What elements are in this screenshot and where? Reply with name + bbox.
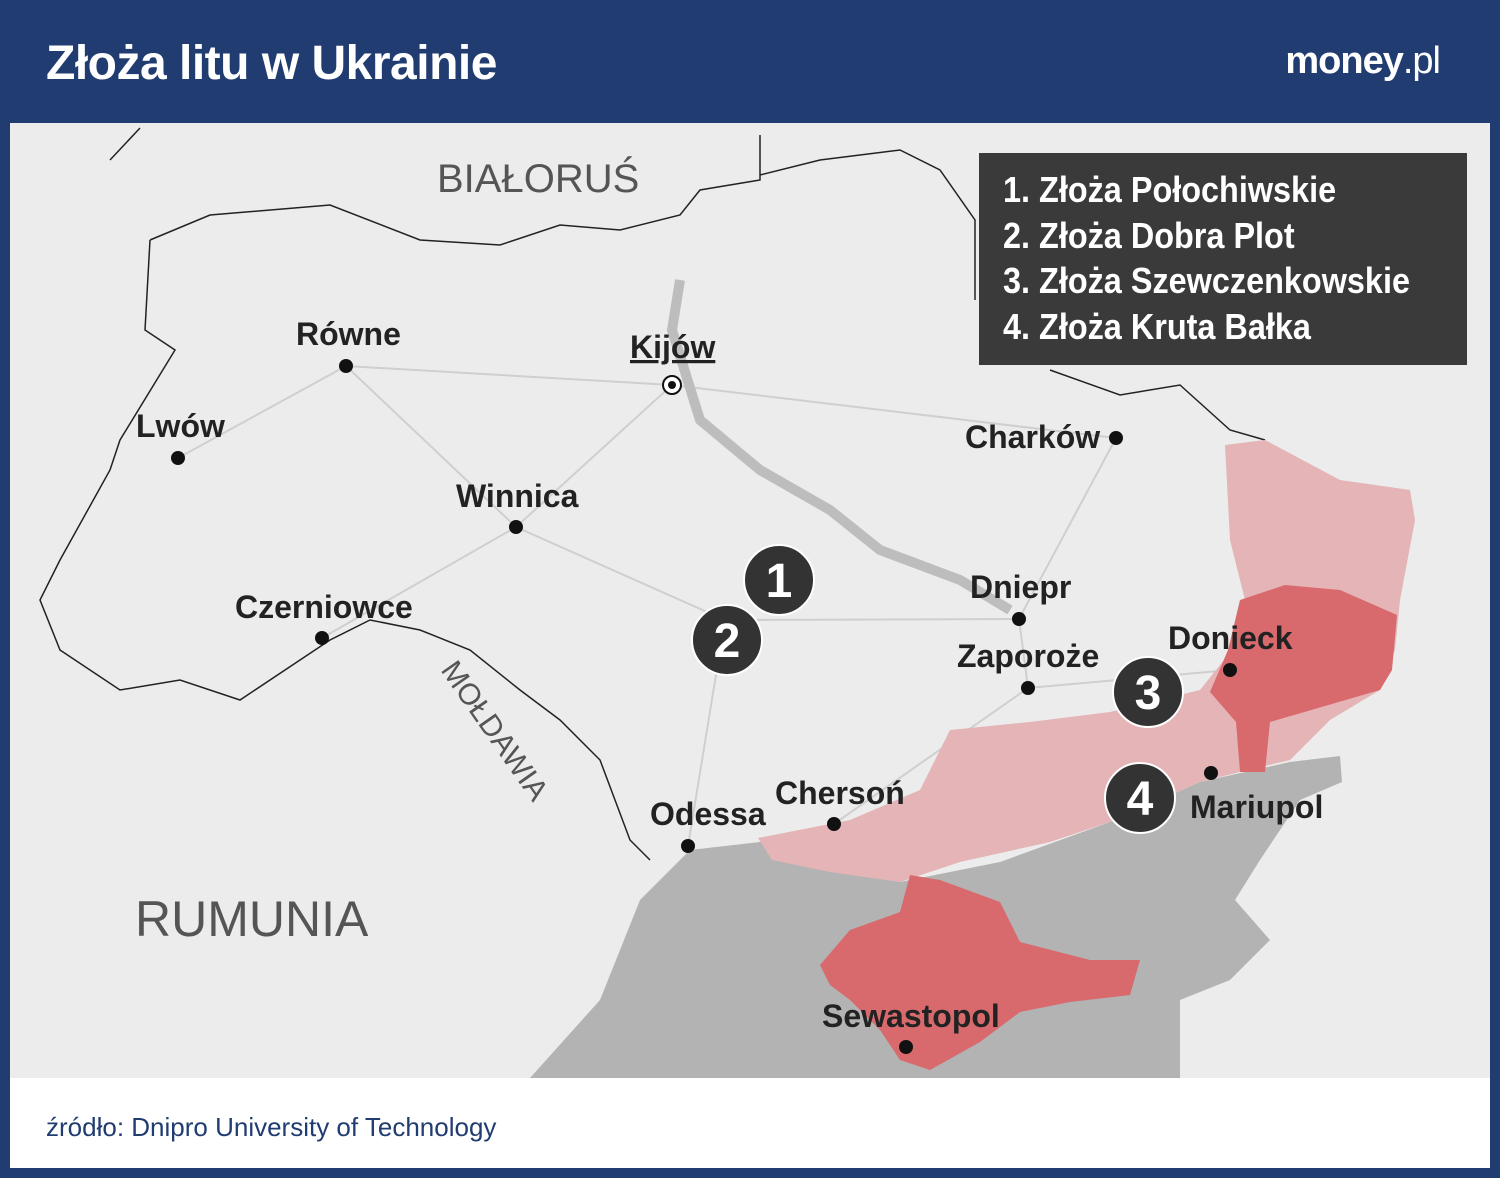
city-label-kherson: Chersoń <box>775 775 905 811</box>
city-label-chernivtsi: Czerniowce <box>235 589 413 625</box>
marker-number: 4 <box>1127 773 1154 826</box>
city-dot-odesa <box>681 839 695 853</box>
occupied-territory-light <box>758 440 1415 882</box>
city-label-donetsk: Donieck <box>1168 620 1293 656</box>
marker-circle <box>1104 762 1176 834</box>
page-title: Złoża litu w Ukrainie <box>46 37 497 90</box>
occupied-territory-dark <box>1210 585 1397 772</box>
deposit-marker-4: 4 <box>1104 762 1176 834</box>
city-label-odesa: Odessa <box>650 796 766 832</box>
city-label-mariupol: Mariupol <box>1190 789 1323 825</box>
city-dot-vinnytsia <box>509 520 523 534</box>
city-dot-mariupol <box>1204 766 1218 780</box>
dnipro-river <box>666 279 1013 615</box>
city-label-dnipro: Dniepr <box>970 569 1071 605</box>
city-label-lviv: Lwów <box>136 408 225 444</box>
footer: źródło: Dnipro University of Technology <box>10 1078 1490 1168</box>
label-romania: RUMUNIA <box>135 891 369 947</box>
city-label-kyiv: Kijów <box>630 329 715 365</box>
brand-suffix: .pl <box>1402 40 1441 82</box>
city-dot-sevastopol <box>899 1040 913 1054</box>
legend: 1. Złoża Połochiwskie 2. Złoża Dobra Plo… <box>979 153 1467 365</box>
city-dot-kyiv <box>668 381 676 389</box>
map-svg: BIAŁORUŚ RUMUNIA MOŁDAWIA Kijów Równe Lwów… <box>39 127 1415 1078</box>
marker-number: 1 <box>766 555 793 608</box>
city-dot-lviv <box>171 451 185 465</box>
label-belarus: BIAŁORUŚ <box>437 155 639 201</box>
city-label-sevastopol: Sewastopol <box>822 998 1000 1034</box>
brand-logo: money.pl <box>1285 40 1441 83</box>
deposit-marker-2: 2 <box>691 604 763 676</box>
city-label-kharkiv: Charków <box>965 419 1100 455</box>
city-dot-dnipro <box>1012 612 1026 626</box>
deposit-marker-3: 3 <box>1112 656 1184 728</box>
marker-circle <box>691 604 763 676</box>
label-moldova: MOŁDAWIA <box>434 655 554 807</box>
brand-name: money <box>1285 40 1403 82</box>
marker-number: 2 <box>714 615 741 668</box>
legend-item: 3. Złoża Szewczenkowskie <box>1003 260 1410 301</box>
map: BIAŁORUŚ RUMUNIA MOŁDAWIA Kijów Równe Lwów… <box>10 123 1490 1078</box>
legend-item: 2. Złoża Dobra Plot <box>1003 214 1295 256</box>
city-dot-kherson <box>827 817 841 831</box>
marker-number: 3 <box>1135 667 1162 720</box>
country-borders <box>39 127 1266 861</box>
city-dot-kharkiv <box>1109 431 1123 445</box>
city-label-vinnytsia: Winnica <box>456 478 579 514</box>
header: Złoża litu w Ukrainie money.pl <box>0 0 1500 123</box>
legend-item: 4. Złoża Kruta Bałka <box>1003 305 1311 347</box>
city-dot-donetsk <box>1223 663 1237 677</box>
crimea <box>820 875 1140 1070</box>
city-label-zaporizhzhia: Zaporoże <box>957 638 1099 674</box>
country-labels: BIAŁORUŚ RUMUNIA MOŁDAWIA <box>135 155 639 947</box>
marker-circle <box>1112 656 1184 728</box>
city-dot-zaporizhzhia <box>1021 681 1035 695</box>
city-dot-rivne <box>339 359 353 373</box>
legend-item: 1. Złoża Połochiwskie <box>1003 169 1337 210</box>
marker-circle <box>743 544 815 616</box>
deposit-marker-1: 1 <box>743 544 815 616</box>
source-note: źródło: Dnipro University of Technology <box>46 1112 497 1142</box>
city-label-rivne: Równe <box>296 316 401 352</box>
city-dot-chernivtsi <box>315 631 329 645</box>
